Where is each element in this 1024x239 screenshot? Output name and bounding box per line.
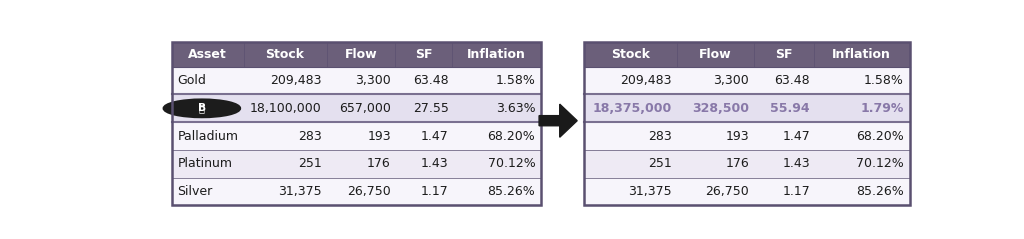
- Bar: [585, 150, 909, 178]
- Text: Palladium: Palladium: [177, 130, 239, 142]
- Text: SF: SF: [775, 48, 793, 61]
- Text: 3,300: 3,300: [713, 74, 749, 87]
- Text: 27.55: 27.55: [413, 102, 449, 115]
- Text: 85.26%: 85.26%: [856, 185, 904, 198]
- Text: Flow: Flow: [344, 48, 377, 61]
- Text: 3,300: 3,300: [355, 74, 391, 87]
- Text: 85.26%: 85.26%: [487, 185, 536, 198]
- Text: 251: 251: [298, 157, 322, 170]
- Text: 1.17: 1.17: [421, 185, 449, 198]
- Text: 70.12%: 70.12%: [487, 157, 536, 170]
- Text: 251: 251: [648, 157, 672, 170]
- Text: 283: 283: [298, 130, 322, 142]
- Text: 63.48: 63.48: [413, 74, 449, 87]
- Bar: [172, 67, 541, 94]
- Text: 1.17: 1.17: [782, 185, 810, 198]
- Bar: [172, 178, 541, 205]
- Bar: [172, 94, 541, 122]
- Text: 55.94: 55.94: [770, 102, 810, 115]
- Bar: [585, 122, 909, 150]
- Circle shape: [164, 99, 240, 117]
- Text: Stock: Stock: [611, 48, 650, 61]
- Text: SF: SF: [415, 48, 432, 61]
- Text: 70.12%: 70.12%: [856, 157, 904, 170]
- Text: 1.47: 1.47: [782, 130, 810, 142]
- Text: Flow: Flow: [699, 48, 731, 61]
- Text: 26,750: 26,750: [706, 185, 749, 198]
- Text: Inflation: Inflation: [833, 48, 891, 61]
- Bar: [172, 150, 541, 178]
- Text: 176: 176: [367, 157, 391, 170]
- Text: Silver: Silver: [177, 185, 213, 198]
- Text: 68.20%: 68.20%: [856, 130, 904, 142]
- Bar: [585, 42, 909, 205]
- Text: 1.43: 1.43: [782, 157, 810, 170]
- Text: 1.58%: 1.58%: [496, 74, 536, 87]
- Text: 209,483: 209,483: [270, 74, 322, 87]
- Text: Stock: Stock: [265, 48, 304, 61]
- Text: 31,375: 31,375: [279, 185, 322, 198]
- Text: 657,000: 657,000: [339, 102, 391, 115]
- Text: 209,483: 209,483: [620, 74, 672, 87]
- Text: Gold: Gold: [177, 74, 206, 87]
- Text: 193: 193: [368, 130, 391, 142]
- Text: 18,100,000: 18,100,000: [250, 102, 322, 115]
- Text: 193: 193: [725, 130, 749, 142]
- Text: 1.43: 1.43: [421, 157, 449, 170]
- Text: Platinum: Platinum: [177, 157, 232, 170]
- Text: B: B: [198, 103, 206, 113]
- Text: 1.58%: 1.58%: [864, 74, 904, 87]
- Text: 283: 283: [648, 130, 672, 142]
- Text: 328,500: 328,500: [692, 102, 749, 115]
- Bar: [585, 94, 909, 122]
- Text: 1.79%: 1.79%: [860, 102, 904, 115]
- Text: 31,375: 31,375: [628, 185, 672, 198]
- Bar: [172, 42, 541, 205]
- Bar: [585, 67, 909, 94]
- Text: 1.47: 1.47: [421, 130, 449, 142]
- Text: Inflation: Inflation: [467, 48, 526, 61]
- Text: 68.20%: 68.20%: [487, 130, 536, 142]
- Text: ₿: ₿: [199, 103, 205, 113]
- Bar: [172, 122, 541, 150]
- Bar: [585, 178, 909, 205]
- Text: 3.63%: 3.63%: [496, 102, 536, 115]
- Text: 26,750: 26,750: [347, 185, 391, 198]
- FancyArrow shape: [539, 104, 578, 137]
- Text: 18,375,000: 18,375,000: [592, 102, 672, 115]
- Text: 176: 176: [725, 157, 749, 170]
- Text: 63.48: 63.48: [774, 74, 810, 87]
- Bar: [172, 42, 541, 67]
- Bar: [585, 42, 909, 67]
- Text: Asset: Asset: [188, 48, 227, 61]
